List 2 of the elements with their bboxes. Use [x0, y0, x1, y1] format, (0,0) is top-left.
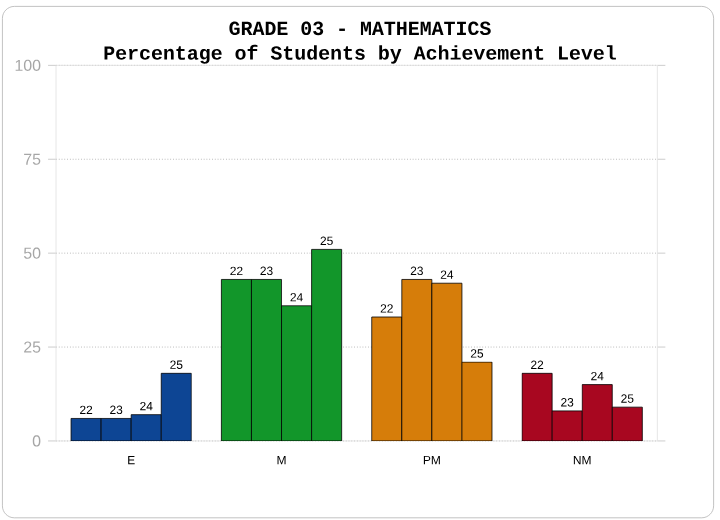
chart-subtitle: Percentage of Students by Achievement Level [104, 44, 616, 64]
chart-title: GRADE 03 - MATHEMATICS [229, 21, 491, 36]
